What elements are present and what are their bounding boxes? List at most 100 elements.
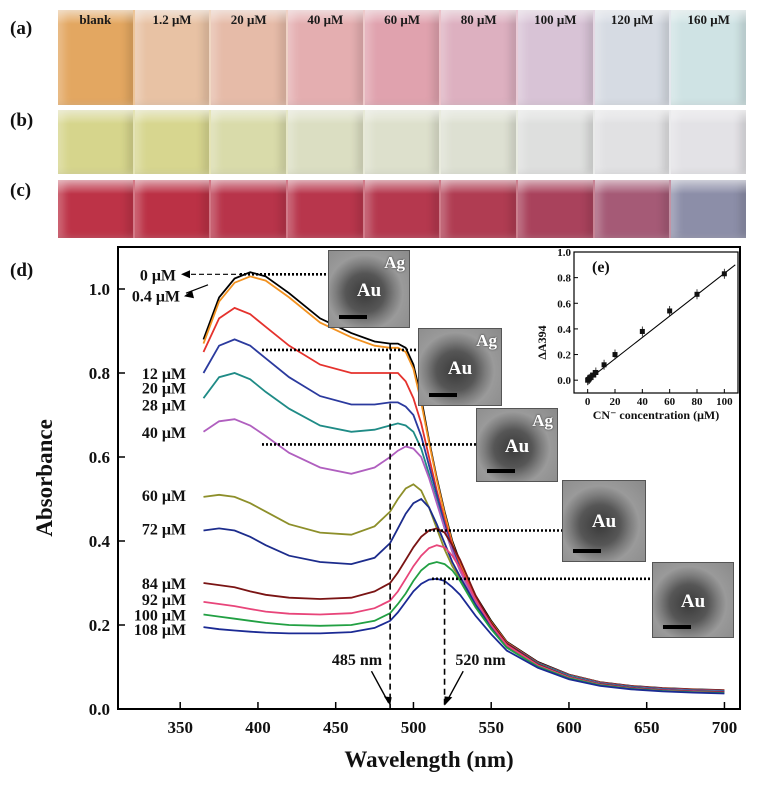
vial-c-4 xyxy=(364,180,442,238)
inset-x-tick-label: 60 xyxy=(664,396,676,408)
x-tick-label: 650 xyxy=(634,718,660,737)
vial-shine xyxy=(134,180,210,194)
panel-label-e: (e) xyxy=(592,259,610,276)
vial-shine xyxy=(441,180,517,194)
y-tick-label: 0.8 xyxy=(89,364,110,383)
scale-bar xyxy=(339,315,367,319)
vial-shine xyxy=(364,10,440,24)
vial-b-0 xyxy=(58,110,135,174)
series-line-11 xyxy=(203,577,725,695)
inset-x-tick-label: 100 xyxy=(716,396,733,408)
vial-shine xyxy=(58,10,133,24)
scale-bar xyxy=(573,549,601,553)
tem-ag-label: Ag xyxy=(476,331,497,350)
vial-b-7 xyxy=(594,110,672,174)
vial-shine xyxy=(211,180,287,194)
vial-shine xyxy=(288,180,363,194)
vial-shine xyxy=(211,110,287,124)
tem-image-84uM: Au xyxy=(562,480,646,562)
label-arrowhead-0 xyxy=(181,270,190,279)
y-tick-label: 1.0 xyxy=(89,280,110,299)
vial-concentration-label: 80 μM xyxy=(460,12,497,27)
vial-a-8: 160 μM xyxy=(671,10,746,105)
vial-concentration-label: 20 μM xyxy=(230,12,267,27)
vial-concentration-label: 40 μM xyxy=(307,12,344,27)
inset-x-tick-label: 80 xyxy=(692,396,704,408)
vial-concentration-label: blank xyxy=(79,12,112,27)
series-label-7: 72 μM xyxy=(142,521,186,538)
vial-b-5 xyxy=(441,110,519,174)
vial-shine xyxy=(671,110,746,124)
tem-ag-label: Ag xyxy=(532,411,553,430)
vial-c-6 xyxy=(518,180,595,238)
vial-shine xyxy=(441,10,517,24)
series-label-2: 12 μM xyxy=(142,366,186,383)
vial-shine xyxy=(134,110,210,124)
tem-image-0uM: Au Ag xyxy=(328,250,410,328)
vial-shine xyxy=(671,10,746,24)
vial-shine xyxy=(58,180,133,194)
vial-shine xyxy=(134,10,210,24)
vial-shine xyxy=(364,110,440,124)
x-axis-label: Wavelength (nm) xyxy=(344,747,513,772)
arrowhead-520 xyxy=(444,696,453,706)
vial-shine xyxy=(594,180,670,194)
inset-x-tick-label: 40 xyxy=(637,396,649,408)
vial-a-0: blank xyxy=(58,10,135,105)
inset-y-tick-label: 0.0 xyxy=(557,375,571,387)
panel-label-d: (d) xyxy=(10,260,34,281)
vial-shine xyxy=(594,110,670,124)
absorbance-spectra-chart: 350 400 450 500 550 600 650 700 0.0 0.2 0.4 0.6 0.8 1… xyxy=(32,246,741,772)
x-tick-label: 600 xyxy=(556,718,582,737)
vial-c-8 xyxy=(671,180,746,238)
x-tick-label: 400 xyxy=(245,718,271,737)
series-label-1: 0.4 μM xyxy=(132,288,180,305)
series-label-9: 92 μM xyxy=(142,592,186,609)
annotation-520: 520 nm xyxy=(455,652,506,669)
x-tick-label: 500 xyxy=(401,718,427,737)
tem-au-label: Au xyxy=(591,511,617,533)
inset-y-tick-label: 0.4 xyxy=(557,324,571,336)
vial-c-3 xyxy=(288,180,365,238)
y-tick-label: 0.2 xyxy=(89,616,110,635)
vial-concentration-label: 1.2 μM xyxy=(152,12,192,27)
y-axis-label: Absorbance xyxy=(32,419,57,537)
vial-shine xyxy=(518,110,593,124)
series-label-3: 20 μM xyxy=(142,381,186,398)
y-tick-label: 0.0 xyxy=(89,700,110,719)
x-tick-label: 550 xyxy=(478,718,504,737)
vial-c-7 xyxy=(594,180,672,238)
inset-y-tick-label: 1.0 xyxy=(557,247,571,259)
vial-shine xyxy=(518,180,593,194)
vial-a-7: 120 μM xyxy=(594,10,672,105)
vial-shine xyxy=(671,180,746,194)
vial-b-3 xyxy=(288,110,365,174)
series-label-8: 84 μM xyxy=(142,576,186,593)
vial-a-1: 1.2 μM xyxy=(134,10,212,105)
series-line-10 xyxy=(203,561,725,694)
inset-x-axis-label: CN⁻ concentration (μM) xyxy=(593,408,719,422)
tem-au-label: Au xyxy=(447,357,473,379)
x-tick-label: 350 xyxy=(167,718,193,737)
tem-ag-label: Ag xyxy=(384,253,405,272)
series-label-5: 40 μM xyxy=(142,425,186,442)
inset-fit-line xyxy=(587,264,736,381)
panel-label-a: (a) xyxy=(10,18,33,39)
vial-concentration-label: 160 μM xyxy=(687,12,730,27)
x-tick-label: 450 xyxy=(323,718,349,737)
tem-image-12uM: Au Ag xyxy=(418,328,502,406)
y-tick-label: 0.6 xyxy=(89,448,110,467)
vial-row-b xyxy=(58,110,746,174)
tem-au-label: Au xyxy=(356,279,382,301)
inset-y-tick-label: 0.6 xyxy=(557,298,571,310)
vial-c-1 xyxy=(134,180,212,238)
label-arrow-04 xyxy=(185,284,209,294)
scale-bar xyxy=(663,625,691,629)
vial-concentration-label: 60 μM xyxy=(384,12,420,27)
tem-image-108uM: Au xyxy=(652,562,734,638)
vial-b-8 xyxy=(671,110,746,174)
x-tick-label: 700 xyxy=(712,718,738,737)
vial-row-a: blank 1.2 μM 20 μM 40 μM 60 μM 80 μM 100 μM 120… xyxy=(58,10,746,105)
inset-y-tick-label: 0.2 xyxy=(557,350,571,362)
vial-a-2: 20 μM xyxy=(211,10,289,105)
